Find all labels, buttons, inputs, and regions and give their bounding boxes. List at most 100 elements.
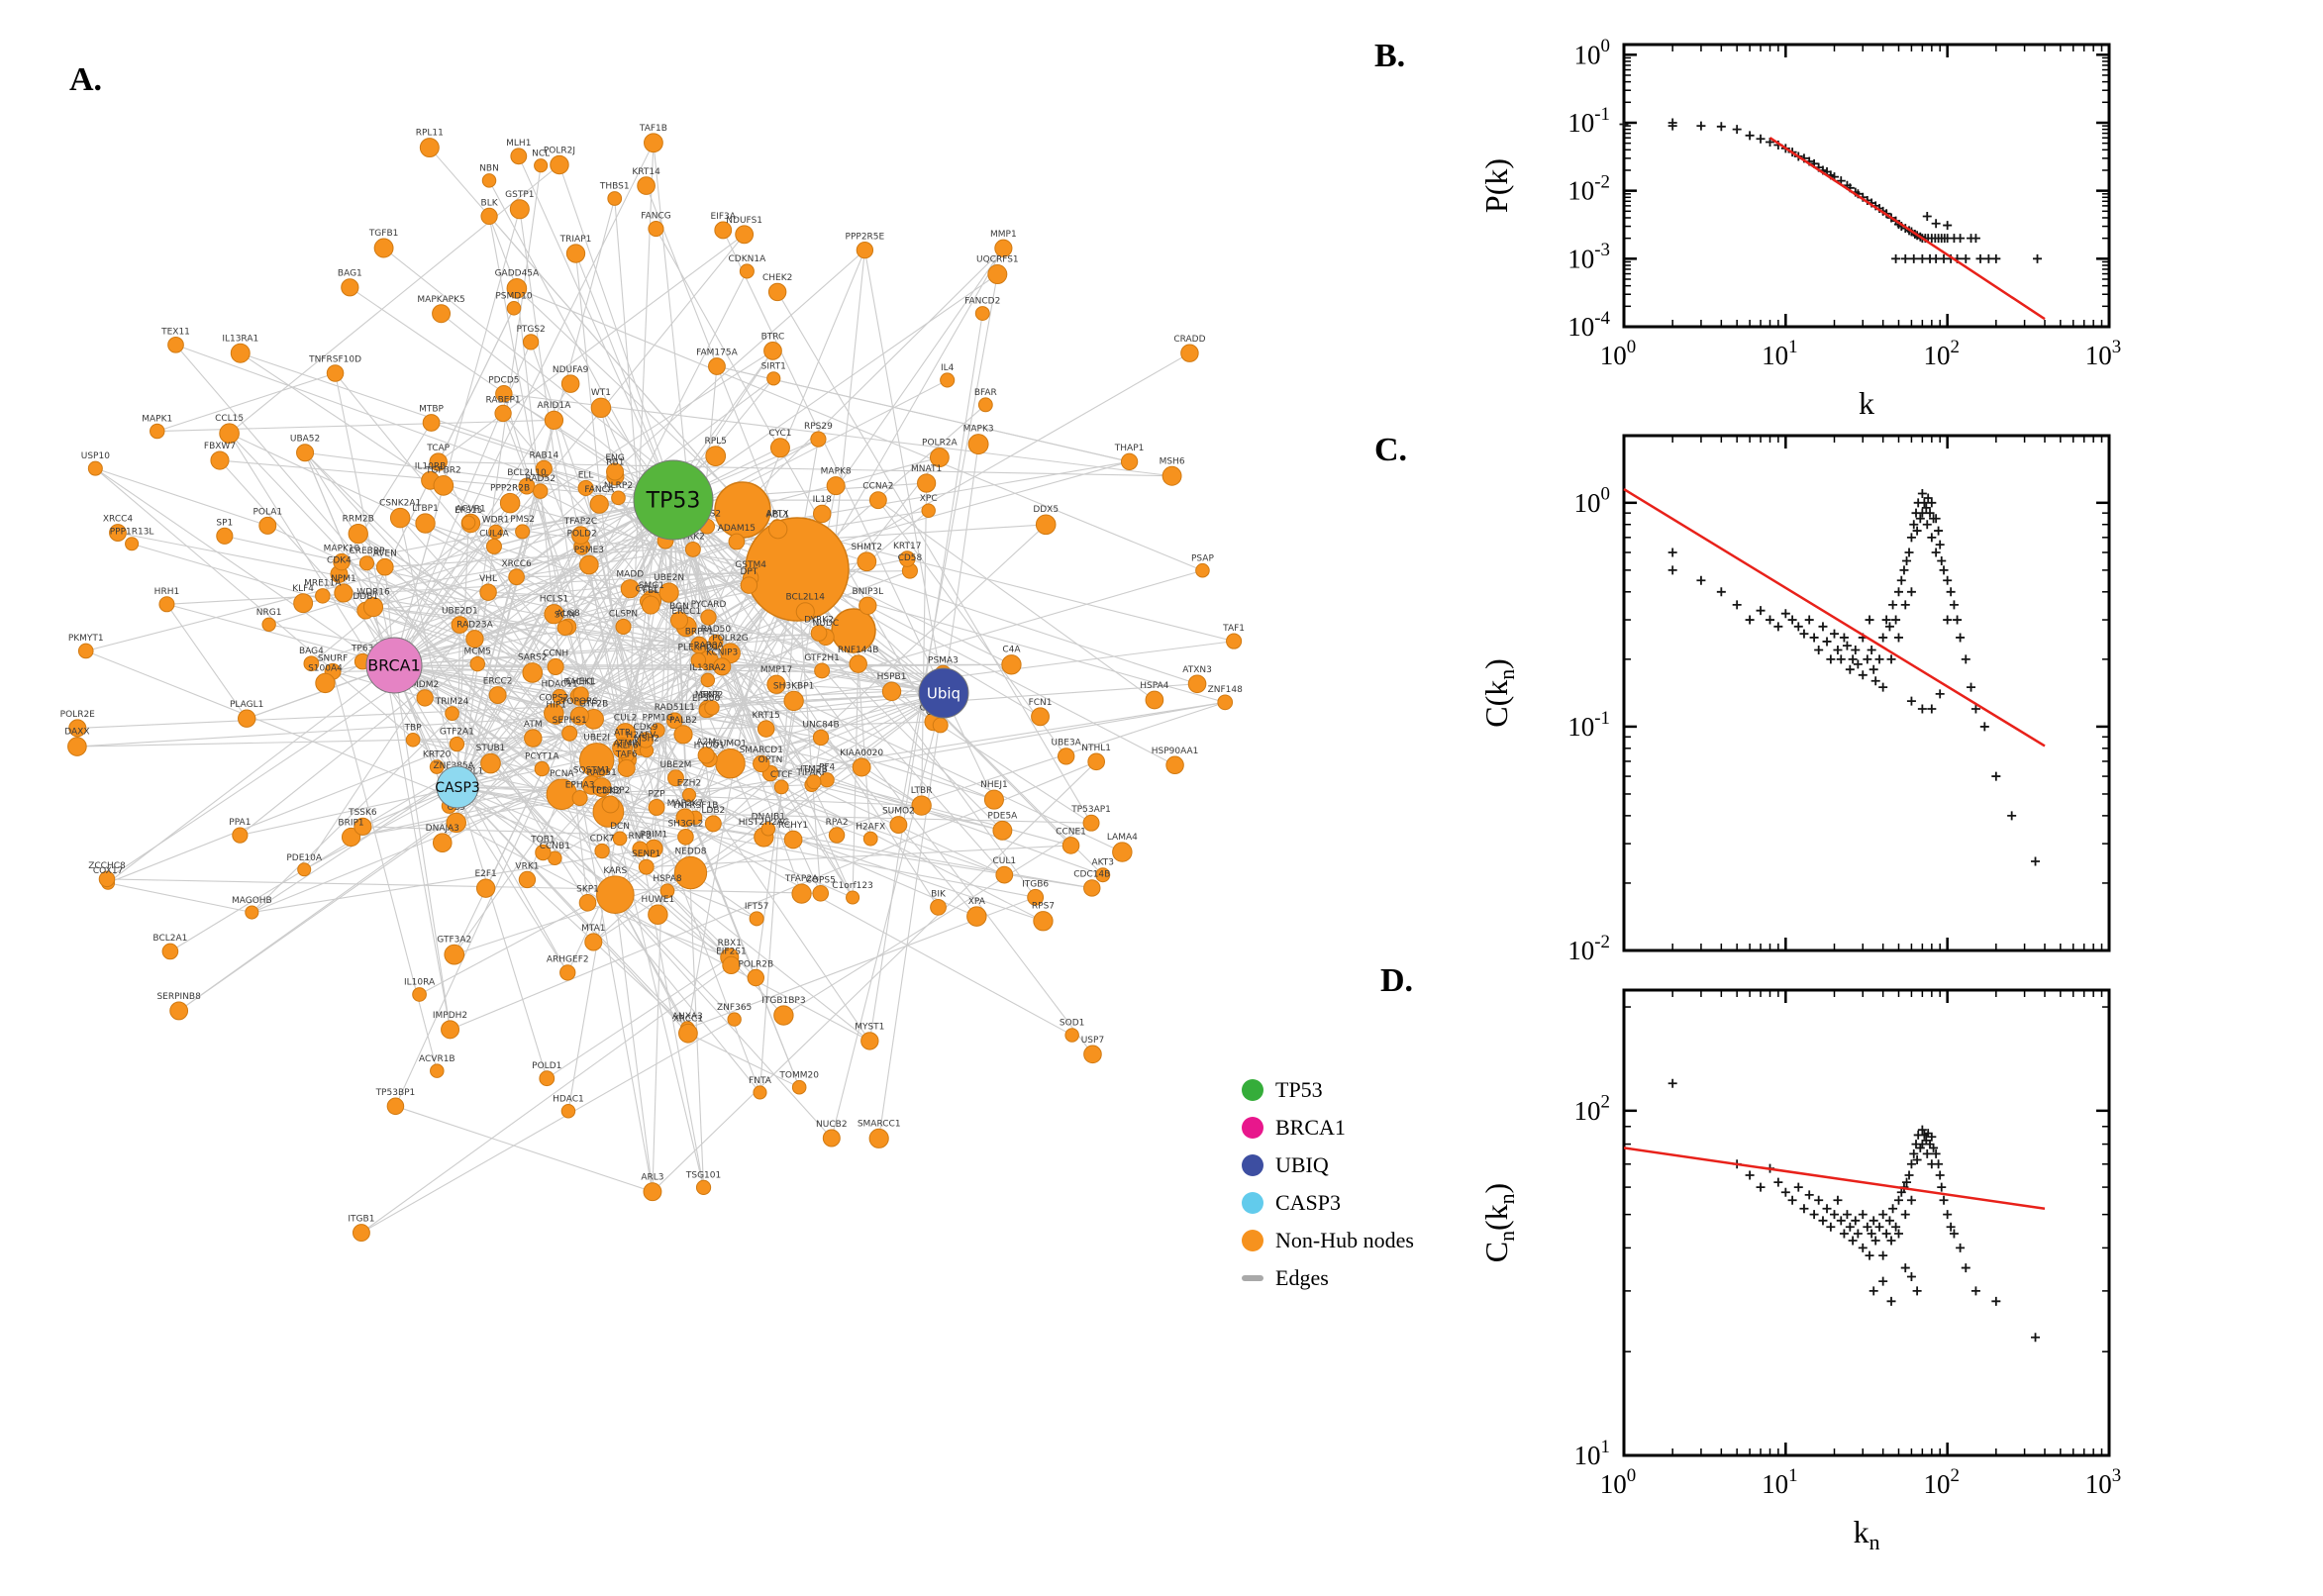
network-node xyxy=(766,674,786,694)
network-node xyxy=(480,752,501,774)
network-node xyxy=(535,459,553,477)
node-label: SMG1 xyxy=(639,581,664,591)
node-label: RBX1 xyxy=(718,939,742,948)
node-label: IL13RA2 xyxy=(689,663,726,673)
network-node xyxy=(753,1085,767,1100)
network-node xyxy=(544,410,564,430)
network-node xyxy=(813,504,832,524)
network-node xyxy=(485,538,502,554)
node-label: FBXW7 xyxy=(204,442,236,451)
node-label: HYOU1 xyxy=(694,742,725,751)
node-label: MSH2 xyxy=(634,734,659,744)
network-node xyxy=(444,944,465,965)
network-node xyxy=(641,595,660,615)
network-node xyxy=(416,689,434,707)
network-node xyxy=(561,725,578,742)
tick-label: 101 xyxy=(1762,1465,1797,1499)
chart-b-panel: 100 10-1 10-2 10-3 10-4 100 101 102 103 P(k) k xyxy=(1436,30,2159,421)
network-node xyxy=(334,583,354,603)
node-label: GADD45A xyxy=(495,268,540,278)
axis-label: k xyxy=(1859,385,1874,421)
node-label: IFT57 xyxy=(745,902,769,912)
node-label: PSMA3 xyxy=(928,655,959,665)
legend-item: UBIQ xyxy=(1242,1147,1414,1184)
network-nodes xyxy=(67,133,1243,1243)
tick-label: 103 xyxy=(2085,337,2121,370)
network-node xyxy=(594,843,610,859)
network-node xyxy=(125,537,140,551)
node-label: GTF2A1 xyxy=(440,727,474,737)
network-node xyxy=(1112,842,1133,862)
node-label: ACVR1 xyxy=(455,504,485,514)
legend-item: Non-Hub nodes xyxy=(1242,1222,1414,1259)
network-node xyxy=(763,341,782,360)
node-label: EPHA3 xyxy=(565,781,595,791)
node-label: GSTP1 xyxy=(505,190,534,200)
axis-label: P(k) xyxy=(1478,158,1514,213)
network-node xyxy=(315,588,331,604)
hub-label-casp3: CASP3 xyxy=(435,780,480,796)
node-label: SMARCC1 xyxy=(858,1119,901,1129)
network-node xyxy=(783,690,804,712)
node-label: BAG1 xyxy=(338,269,362,279)
node-label: PDE10A xyxy=(286,853,322,863)
network-node xyxy=(258,516,277,535)
legend-label: BRCA1 xyxy=(1275,1115,1346,1140)
node-label: UBE2D1 xyxy=(442,607,478,617)
network-node xyxy=(1095,867,1111,883)
node-label: SCIN xyxy=(555,610,575,620)
node-label: CUL1 xyxy=(992,856,1016,866)
node-label: TSSK6 xyxy=(348,808,377,818)
node-label: TAF1B xyxy=(639,124,667,134)
network-node xyxy=(412,987,427,1002)
tick-label: 100 xyxy=(1574,484,1610,518)
network-node xyxy=(556,619,573,637)
network-node xyxy=(684,541,701,557)
node-label: CRADD xyxy=(1173,335,1205,345)
node-label: IL13RA1 xyxy=(222,334,258,344)
node-label: CDK2 xyxy=(596,786,621,796)
tick-label: 100 xyxy=(1600,1465,1636,1499)
legend-node-swatch xyxy=(1242,1117,1263,1139)
node-label: PZP xyxy=(649,790,666,800)
node-label: CUL4A xyxy=(479,529,510,539)
node-label: MAPK8 xyxy=(821,467,852,477)
network-node xyxy=(584,933,603,951)
network-node xyxy=(373,238,394,258)
node-label: UBE2M xyxy=(660,760,692,770)
network-node xyxy=(826,476,846,496)
node-label: BIK xyxy=(931,889,947,899)
node-label: ATMIN xyxy=(613,740,641,749)
network-node xyxy=(612,831,628,847)
node-label: HUWE1 xyxy=(642,895,675,905)
node-label: MRE11A xyxy=(304,579,342,589)
node-label: EP300 xyxy=(692,694,721,704)
network-node xyxy=(571,526,590,545)
node-label: BNIP3L xyxy=(852,587,883,597)
node-label: USP7 xyxy=(1081,1036,1104,1046)
network-node xyxy=(219,423,240,445)
network-node xyxy=(341,278,359,297)
node-label: PALB2 xyxy=(669,716,697,726)
network-node xyxy=(451,616,469,634)
network-node xyxy=(1217,694,1234,711)
node-label: NUCB2 xyxy=(816,1120,848,1130)
node-label: POLR2J xyxy=(544,146,575,155)
network-node xyxy=(533,483,549,499)
network-node xyxy=(806,774,822,790)
network-node xyxy=(846,890,860,905)
node-label: MNAT1 xyxy=(911,464,942,474)
node-label: DAXX xyxy=(64,728,89,738)
fit-line xyxy=(1623,488,2046,748)
network-node xyxy=(690,652,707,668)
plot-frame xyxy=(1622,988,2111,1457)
node-label: MAP2K7 xyxy=(667,799,704,809)
network-node xyxy=(695,1179,712,1195)
node-label: BAG4 xyxy=(299,647,324,656)
plot-ticks xyxy=(1622,45,2111,329)
node-label: RAB14 xyxy=(530,450,559,460)
node-label: XRCC4 xyxy=(103,515,134,525)
network-node xyxy=(167,336,184,353)
network-node xyxy=(791,883,812,904)
network-node xyxy=(697,747,715,764)
